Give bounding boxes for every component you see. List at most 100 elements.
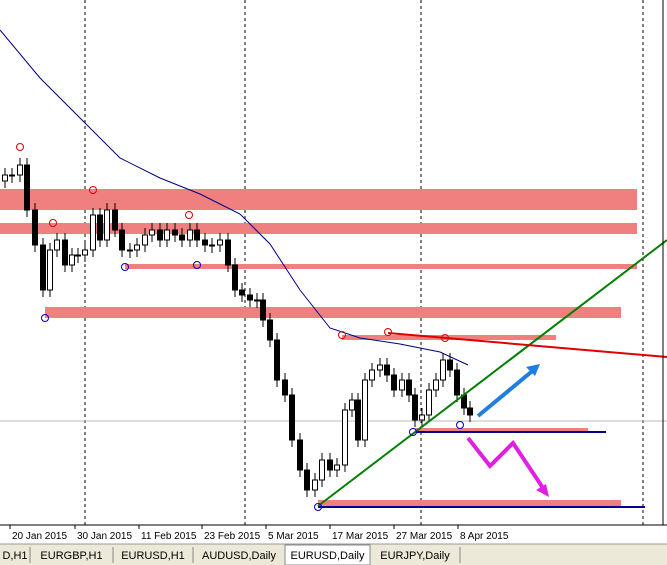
candle-body: [54, 239, 60, 251]
x-tick-label: 11 Feb 2015: [141, 531, 197, 542]
candle-body: [209, 244, 215, 247]
zones: [0, 189, 637, 506]
candle-body: [69, 254, 75, 266]
x-tick-label: 20 Jan 2015: [12, 531, 67, 542]
low-marker: [456, 421, 464, 429]
zone: [0, 223, 637, 234]
candle-body: [232, 264, 238, 291]
high-marker: [441, 334, 449, 342]
candle-body: [75, 254, 81, 257]
candle-body: [267, 319, 273, 341]
tab-label[interactable]: AUDUSD,Daily: [202, 550, 276, 562]
candle-body: [433, 379, 439, 391]
candle-body: [40, 244, 46, 291]
candle-body: [194, 229, 200, 241]
candle-body: [179, 234, 185, 241]
candle-body: [217, 239, 223, 246]
candle-body: [334, 464, 340, 471]
candle-body: [377, 364, 383, 371]
candle-body: [467, 407, 473, 416]
candle-body: [142, 234, 148, 246]
candle-body: [412, 394, 418, 421]
tab-label[interactable]: EURUSD,H1: [121, 550, 185, 562]
x-tick-label: 30 Jan 2015: [77, 531, 132, 542]
candle-body: [319, 459, 325, 481]
tab-label[interactable]: EURGBP,H1: [40, 550, 102, 562]
low-marker: [193, 261, 201, 269]
tab-active: [284, 544, 371, 565]
candle-body: [254, 299, 260, 302]
candle-body: [369, 369, 375, 381]
candle-body: [454, 369, 460, 396]
high-marker: [16, 143, 24, 151]
x-tick-label: 23 Feb 2015: [204, 531, 261, 542]
candle-body: [32, 209, 38, 246]
candle-body: [9, 174, 15, 177]
zone: [415, 428, 588, 433]
tab-label[interactable]: EURJPY,Daily: [380, 550, 450, 562]
high-marker: [89, 186, 97, 194]
candle-body: [187, 229, 193, 241]
candle-body: [134, 244, 140, 251]
candle-body: [225, 239, 231, 266]
candle-body: [384, 364, 390, 376]
candle-body: [104, 209, 110, 241]
high-marker: [49, 219, 57, 227]
high-marker: [384, 328, 392, 336]
candle-body: [247, 294, 253, 301]
candle-body: [62, 239, 68, 266]
candle-body: [426, 389, 432, 416]
candle-body: [419, 414, 425, 421]
candle-body: [17, 164, 23, 176]
candle-body: [440, 359, 446, 381]
candle-body: [362, 379, 368, 441]
markers: [16, 143, 464, 511]
candle-body: [260, 299, 266, 321]
candle-body: [90, 214, 96, 251]
candle-body: [24, 164, 30, 211]
candle-body: [406, 379, 412, 396]
low-marker: [41, 314, 49, 322]
arrow-head: [536, 484, 549, 497]
candle-body: [82, 249, 88, 256]
candle-body: [447, 359, 453, 371]
x-tick-label: 5 Mar 2015: [268, 531, 319, 542]
low-marker: [409, 428, 417, 436]
candle-body: [327, 459, 333, 471]
candle-body: [342, 409, 348, 466]
arrow: [476, 366, 538, 418]
tab-label[interactable]: D,H1: [2, 550, 27, 562]
candle-body: [274, 339, 280, 381]
trend-line: [317, 239, 667, 507]
candle-body: [399, 379, 405, 391]
candle-body: [127, 249, 133, 252]
tab-label[interactable]: EURUSD,Daily: [291, 550, 365, 562]
candle-body: [391, 374, 397, 391]
candle-body: [172, 229, 178, 236]
zone: [125, 264, 637, 269]
candle-body: [282, 379, 288, 396]
candle-body: [119, 229, 125, 251]
x-tick-label: 17 Mar 2015: [332, 531, 389, 542]
zone: [0, 189, 637, 210]
low-marker: [314, 503, 322, 511]
candle-body: [157, 229, 163, 241]
x-tick-label: 27 Mar 2015: [396, 531, 453, 542]
x-axis-labels: 20 Jan 2015 30 Jan 2015 11 Feb 2015 23 Feb …: [9, 525, 509, 542]
candle-body: [289, 394, 295, 441]
moving-average: [0, 29, 469, 366]
candle-body: [149, 229, 155, 236]
arrow: [466, 436, 547, 493]
candle-body: [202, 239, 208, 246]
trend-line: [387, 332, 667, 358]
candle-body: [355, 399, 361, 441]
candle-body: [112, 209, 118, 231]
chart-area: [0, 0, 667, 545]
high-marker: [338, 331, 346, 339]
tabs: D,H1 EURGBP,H1 EURUSD,H1 AUDUSD,Daily EURUSD…: [2, 544, 461, 565]
candle-body: [304, 469, 310, 491]
candle-body: [349, 399, 355, 411]
high-marker: [185, 211, 193, 219]
